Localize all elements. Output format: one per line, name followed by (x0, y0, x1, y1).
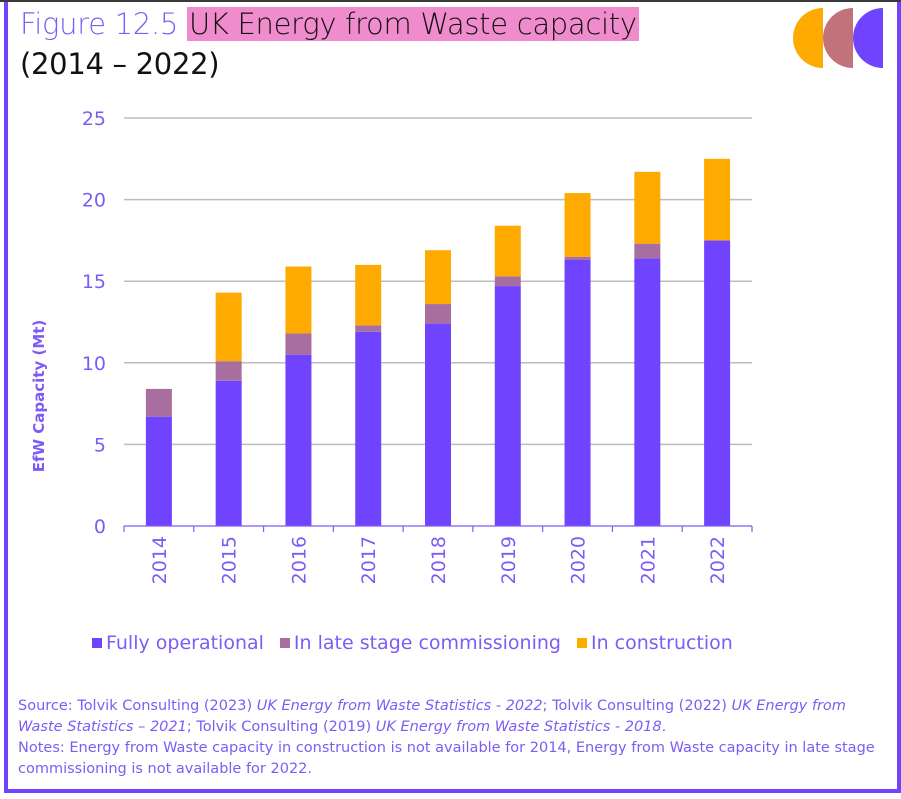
x-tick-label: 2019 (498, 536, 520, 584)
bar-in-construction (704, 158, 731, 241)
bar-fully-operational (564, 259, 591, 526)
source-part: Source: Tolvik Consulting (2023) (18, 698, 257, 714)
bar-fully-operational (494, 286, 521, 526)
x-tick-label: 2022 (707, 536, 729, 584)
y-axis-label: EfW Capacity (Mt) (30, 320, 48, 473)
bars (145, 158, 731, 526)
logo-rose-half-circle (823, 8, 853, 68)
legend-swatch (576, 638, 587, 648)
bar-fully-operational (425, 323, 451, 526)
logo-purple-half-circle (853, 8, 883, 68)
bar-late-stage-commissioning (494, 276, 521, 287)
top-border (0, 0, 901, 2)
bar-fully-operational (704, 240, 731, 526)
bar-late-stage-commissioning (564, 256, 591, 260)
bar-in-construction (355, 264, 382, 326)
legend-label: Fully operational (106, 632, 264, 654)
source-part: ; Tolvik Consulting (2022) (542, 698, 732, 714)
x-tick-label: 2018 (428, 536, 450, 584)
source-title: UK Energy from Waste Statistics - 2018 (375, 719, 662, 735)
y-tick-label: 5 (94, 434, 106, 456)
bar-fully-operational (215, 380, 242, 526)
y-tick-label: 20 (82, 190, 106, 212)
figure-title: Figure 12.5 UK Energy from Waste capacit… (20, 6, 639, 42)
bar-in-construction (215, 292, 242, 362)
y-tick-label: 15 (82, 271, 106, 293)
bar-late-stage-commissioning (355, 325, 382, 332)
notes-text: Notes: Energy from Waste capacity in con… (18, 740, 875, 777)
source-part: . (661, 719, 667, 735)
y-tick-label: 10 (82, 353, 106, 375)
bar-in-construction (425, 250, 451, 305)
legend-swatch (92, 638, 102, 648)
bar-late-stage-commissioning (145, 388, 172, 417)
legend-swatch (279, 638, 290, 648)
legend-item-fully-operational: Fully operational (92, 632, 264, 654)
figure-title-text: UK Energy from Waste capacity (186, 7, 639, 41)
x-tick-label: 2021 (637, 536, 659, 584)
source-title: UK Energy from Waste Statistics - 2022 (256, 698, 543, 714)
source-title: UK Energy from Waste Statistics – 2021 (18, 698, 846, 735)
bar-late-stage-commissioning (425, 304, 451, 324)
bar-late-stage-commissioning (215, 361, 242, 381)
bar-fully-operational (285, 354, 312, 526)
logo-orange-half-circle (793, 8, 823, 68)
source-part: ; Tolvik Consulting (2019) (186, 719, 376, 735)
legend-item-late-stage-commissioning: In late stage commissioning (279, 632, 561, 654)
three-half-circles-logo (793, 8, 883, 68)
bar-late-stage-commissioning (634, 243, 661, 259)
x-tick-label: 2020 (568, 536, 590, 584)
bar-fully-operational (634, 258, 661, 526)
legend-label: In construction (590, 632, 733, 654)
figure-frame (4, 2, 901, 793)
legend: Fully operational In late stage commissi… (92, 632, 749, 654)
y-tick-labels: 0 5 10 15 20 25 (82, 108, 106, 538)
bar-in-construction (564, 193, 591, 257)
source-text: Source: Tolvik Consulting (2023) UK Ener… (18, 696, 888, 738)
axes (123, 525, 753, 532)
bar-fully-operational (355, 331, 382, 526)
x-tick-label: 2017 (358, 536, 380, 584)
x-tick-label: 2016 (288, 536, 310, 584)
x-tick-label: 2015 (219, 536, 241, 584)
bar-in-construction (285, 266, 312, 334)
y-tick-label: 25 (82, 108, 106, 130)
x-tick-labels: 2014 2015 2016 2017 2018 2019 2020 2021 2022 (149, 536, 729, 584)
legend-label: In late stage commissioning (293, 632, 561, 654)
y-tick-label: 0 (94, 516, 106, 538)
bar-late-stage-commissioning (285, 333, 312, 355)
bar-fully-operational (145, 416, 172, 526)
figure-label: Figure 12.5 (20, 7, 179, 41)
bar-in-construction (634, 171, 661, 244)
bar-in-construction (494, 225, 521, 277)
figure-subtitle: (2014 – 2022) (20, 47, 220, 81)
legend-item-in-construction: In construction (576, 632, 733, 654)
source-and-notes: Source: Tolvik Consulting (2023) UK Ener… (18, 696, 888, 780)
x-tick-label: 2014 (149, 536, 171, 584)
